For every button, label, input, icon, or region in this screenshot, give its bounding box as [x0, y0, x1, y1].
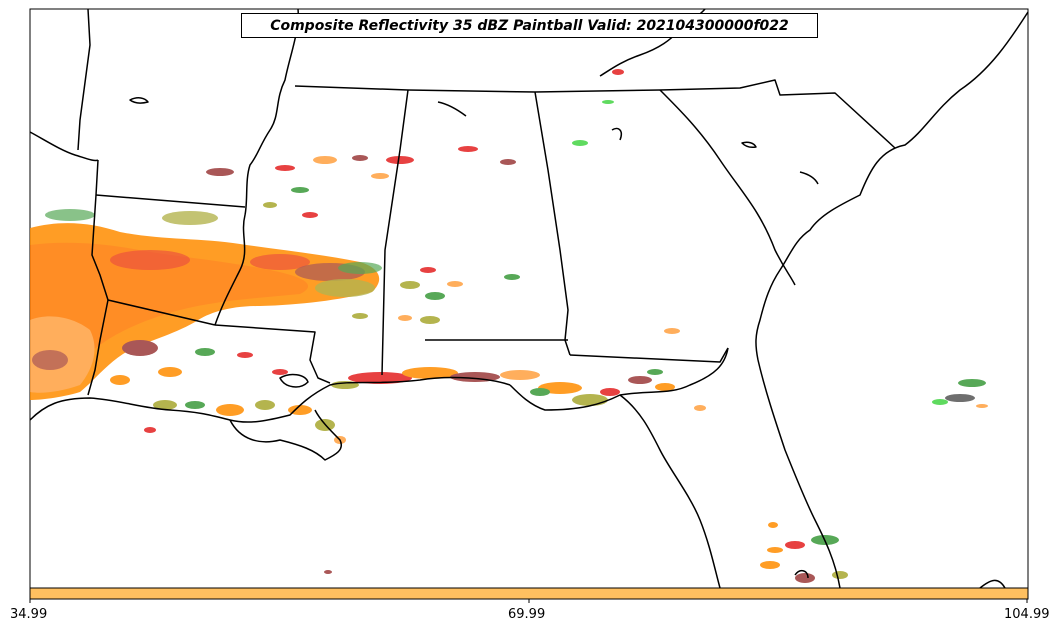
florida-west-coast: [509, 347, 729, 589]
boundary-texas-north: [77, 8, 91, 151]
storm-darkred-2: [32, 350, 68, 370]
cell: [352, 313, 368, 319]
cell: [458, 146, 478, 152]
colorbar: [29, 587, 1029, 600]
cell: [371, 173, 389, 179]
map-title: Composite Reflectivity 35 dBZ Paintball …: [241, 13, 818, 38]
boundary-miss-alabama: [381, 89, 409, 376]
gulf-band-1: [348, 372, 412, 384]
cell: [255, 400, 275, 410]
boundaries-layer: [29, 8, 1029, 589]
cell: [302, 212, 318, 218]
storm-olive-1: [315, 279, 375, 297]
cell: [795, 573, 815, 583]
lake-okeechobee: [794, 570, 809, 579]
gulf-band-9: [600, 388, 620, 396]
mississippi-river: [214, 8, 299, 326]
boundary-oklahoma-texas: [29, 131, 99, 162]
cell: [352, 155, 368, 161]
boundary-georgia-florida: [569, 347, 729, 363]
cell: [122, 340, 158, 356]
cell: [400, 281, 420, 289]
cell: [602, 100, 614, 104]
reflectivity-paintball-layer: [30, 69, 988, 583]
cell: [420, 316, 440, 324]
cell: [291, 187, 309, 193]
small-lake-1: [129, 97, 149, 104]
cell: [195, 348, 215, 356]
cell: [664, 328, 680, 334]
cell: [272, 369, 288, 375]
cell: [945, 394, 975, 402]
cell: [398, 315, 412, 321]
cell: [158, 367, 182, 377]
storm-mass-west-inner: [30, 242, 309, 380]
cell: [655, 383, 675, 391]
small-lake-4: [741, 141, 757, 148]
cell: [275, 165, 295, 171]
boundary-arkansas-west: [87, 159, 109, 396]
cell: [832, 571, 848, 579]
boundary-alabama-georgia: [534, 91, 571, 356]
cell: [263, 202, 277, 208]
storm-olive-2: [162, 211, 218, 225]
cell: [504, 274, 520, 280]
colorbar-tick-label-left: 34.99: [10, 607, 48, 622]
florida-east-coast: [757, 359, 841, 589]
boundary-louisiana-north: [107, 299, 216, 326]
gulf-band-4: [500, 370, 540, 380]
boundary-georgia-sc: [659, 89, 796, 286]
cell: [628, 376, 652, 384]
boundary-louisiana-east: [214, 324, 331, 384]
cell: [785, 541, 805, 549]
boundary-arkansas-north: [95, 194, 246, 208]
storm-green-2: [45, 209, 95, 221]
cell: [767, 547, 783, 553]
cell: [612, 69, 624, 75]
cell: [206, 168, 234, 176]
gulf-band-6: [572, 394, 608, 406]
colorbar-tick-label-mid: 69.99: [508, 607, 546, 622]
atlantic-coastline: [755, 11, 1029, 361]
cell: [958, 379, 986, 387]
boundary-tennessee-south: [294, 85, 661, 93]
cell: [110, 375, 130, 385]
storm-green-1: [338, 262, 382, 274]
cell: [425, 292, 445, 300]
louisiana-delta: [229, 409, 342, 461]
cell: [976, 404, 988, 408]
small-lake-3: [611, 127, 623, 141]
storm-red-core-2: [250, 254, 310, 270]
cell: [237, 352, 253, 358]
cell: [760, 561, 780, 569]
cell: [500, 159, 516, 165]
cell: [153, 400, 177, 410]
cell: [185, 401, 205, 409]
boundary-nc-sc: [659, 79, 896, 149]
colorbar-tick-label-right: 104.99: [1004, 607, 1050, 622]
small-lake-5: [799, 171, 819, 185]
cell: [313, 156, 337, 164]
lake-pontchartrain: [279, 373, 309, 388]
cell: [420, 267, 436, 273]
storm-red-core-1: [110, 250, 190, 270]
cell: [768, 522, 778, 528]
cell: [324, 570, 332, 574]
gulf-band-7: [530, 388, 550, 396]
gulf-coastline: [29, 376, 511, 423]
cell: [932, 399, 948, 405]
cell: [288, 405, 312, 415]
cell: [144, 427, 156, 433]
keys: [979, 579, 1006, 589]
cell: [386, 156, 414, 164]
cell: [647, 369, 663, 375]
cell: [216, 404, 244, 416]
cell: [572, 140, 588, 146]
small-lake-2: [437, 101, 467, 117]
cell: [447, 281, 463, 287]
gulf-band-2: [402, 367, 458, 379]
cell: [694, 405, 706, 411]
